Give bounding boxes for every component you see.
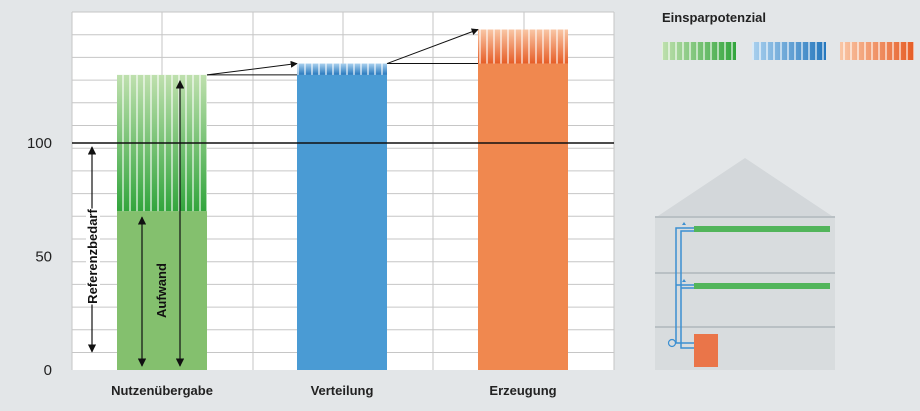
pump-icon xyxy=(667,338,677,348)
radiator xyxy=(694,226,830,232)
y-tick-label: 100 xyxy=(27,135,52,152)
annotation-referenzbedarf: Referenzbedarf xyxy=(85,209,100,304)
bar-base xyxy=(478,63,568,371)
annotation-bg xyxy=(86,208,100,305)
x-tick-label: Verteilung xyxy=(311,383,374,398)
legend-title: Einsparpotenzial xyxy=(662,10,766,25)
valve-icon xyxy=(682,279,686,282)
bar-savings-stripes xyxy=(297,63,387,75)
house-roof xyxy=(655,158,835,218)
x-axis: Nutzenübergabe Verteilung Erzeugung xyxy=(111,383,557,398)
y-axis: 0 50 100 xyxy=(27,135,52,379)
house-body xyxy=(655,216,835,370)
radiator xyxy=(694,283,830,289)
bar-savings-stripes xyxy=(478,29,568,64)
boiler xyxy=(694,334,718,367)
connector-arrow xyxy=(386,28,479,65)
legend-swatch-stripes xyxy=(752,42,826,60)
bar-base xyxy=(297,74,387,371)
y-tick-label: 50 xyxy=(35,249,52,266)
bars xyxy=(117,29,568,371)
x-tick-label: Erzeugung xyxy=(489,383,556,398)
connector-arrow xyxy=(206,60,298,76)
legend-swatch-stripes xyxy=(662,42,736,60)
x-tick-label: Nutzenübergabe xyxy=(111,383,213,398)
bar-base xyxy=(117,211,207,370)
y-tick-label: 0 xyxy=(44,362,52,379)
legend-swatch-stripes xyxy=(840,42,914,60)
pipe xyxy=(680,230,694,349)
valve-icon xyxy=(682,222,686,225)
overlay: Referenzbedarf Aufwand xyxy=(72,28,614,367)
house-icon xyxy=(655,158,835,370)
annotation-aufwand: Aufwand xyxy=(154,263,169,318)
legend xyxy=(662,42,914,60)
